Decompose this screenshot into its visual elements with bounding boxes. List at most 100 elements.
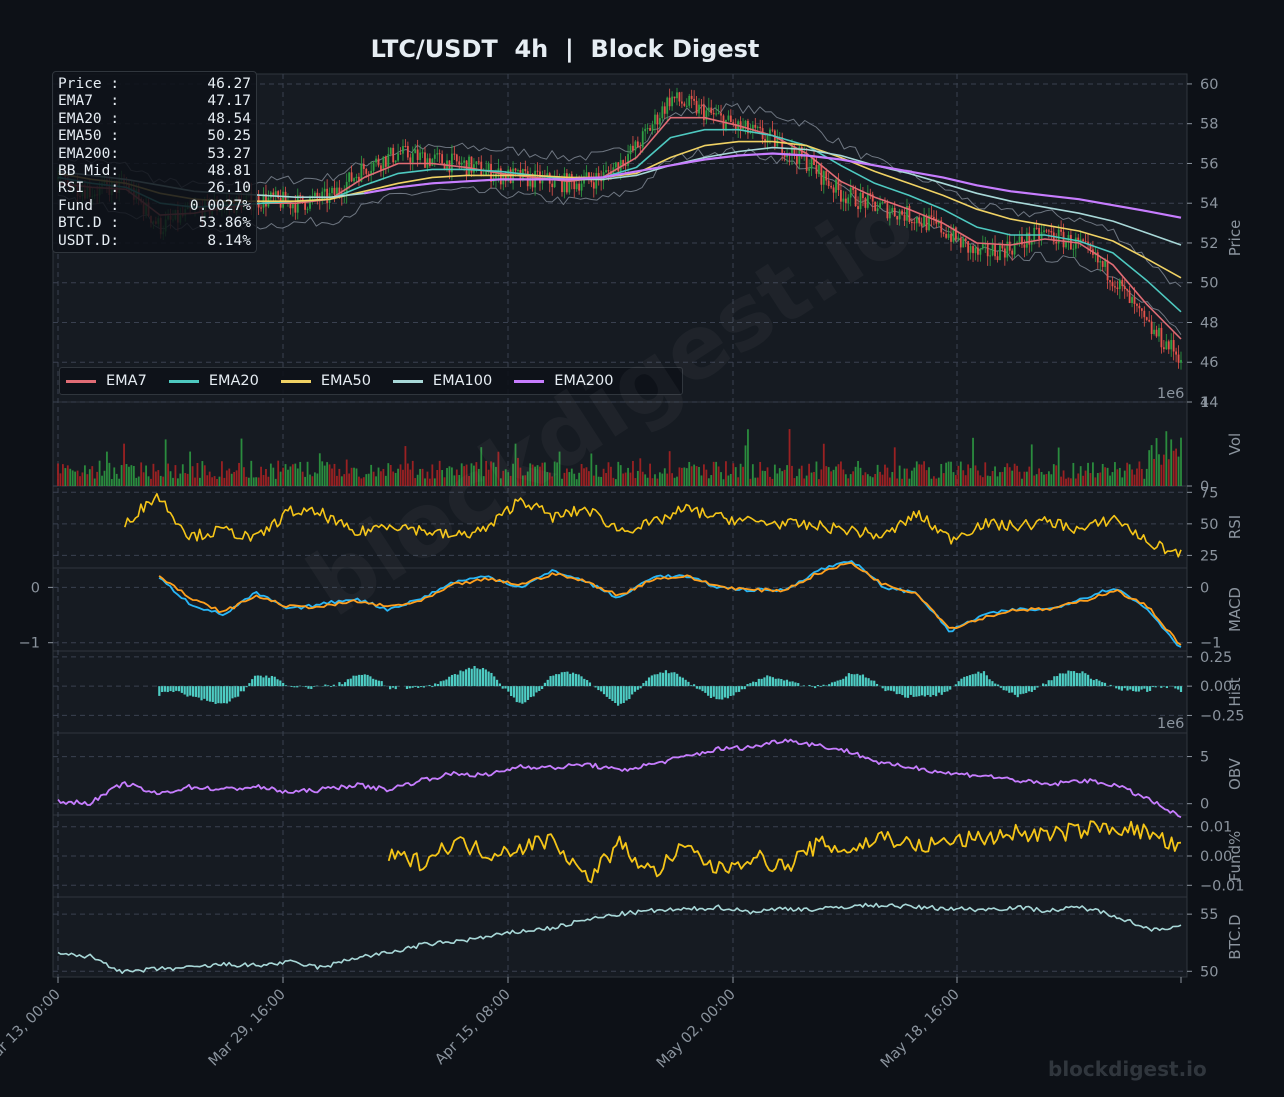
macd-hist-bar <box>614 686 617 704</box>
x-tick-label: Apr 15, 08:00 <box>432 987 513 1068</box>
volume-bar <box>1133 474 1136 486</box>
macd-hist-bar <box>766 675 769 687</box>
volume-bar <box>316 473 319 486</box>
macd-hist-bar <box>577 674 580 687</box>
macd-hist-bar <box>169 686 172 692</box>
macd-hist-bar <box>600 686 603 692</box>
macd-hist-bar <box>555 674 558 687</box>
legend-swatch <box>280 379 311 383</box>
macd-hist-bar <box>1033 686 1036 690</box>
volume-bar <box>490 461 492 486</box>
y-tick-label: 48 <box>1200 315 1218 331</box>
candle-body <box>1099 261 1102 263</box>
stat-row: BB Mid: 48.81 <box>58 163 251 180</box>
macd-hist-bar <box>495 679 499 687</box>
y-tick-label: 54 <box>1200 196 1218 212</box>
volume-bar <box>291 464 294 486</box>
macd-hist-bar <box>884 686 887 692</box>
candle-body <box>1111 281 1114 287</box>
volume-bar <box>803 478 806 486</box>
candle-body <box>309 197 311 209</box>
volume-bar <box>837 464 840 486</box>
candle-body <box>945 233 948 238</box>
volume-bar <box>411 460 414 486</box>
candle-body <box>1116 287 1119 290</box>
macd-hist-bar <box>161 686 164 693</box>
macd-hist-bar <box>535 686 538 693</box>
volume-bar <box>531 464 534 486</box>
volume-bar <box>421 468 424 486</box>
volume-bar <box>815 461 818 486</box>
macd-hist-bar <box>918 686 921 697</box>
y-axis-label: RSI <box>1226 515 1244 539</box>
candle-body <box>480 161 483 176</box>
candle-body <box>296 195 299 213</box>
candle-body <box>683 103 686 106</box>
volume-bar <box>106 451 108 486</box>
candle-body <box>612 167 615 177</box>
volume-bar <box>644 474 647 486</box>
candle-body <box>1131 297 1133 304</box>
volume-bar <box>727 475 730 486</box>
macd-hist-bar <box>234 686 237 698</box>
volume-bar <box>265 469 267 486</box>
macd-hist-bar <box>709 686 713 699</box>
macd-hist-bar <box>1056 676 1059 687</box>
candle-body <box>969 246 972 253</box>
macd-hist-bar <box>965 676 969 687</box>
volume-bar <box>223 477 226 486</box>
macd-hist-bar <box>470 668 473 687</box>
macd-hist-bar <box>414 686 417 687</box>
candle-body <box>717 113 720 115</box>
candle-body <box>451 153 453 173</box>
candle-body <box>981 243 984 249</box>
macd-hist-bar <box>538 686 541 691</box>
candle-body <box>336 187 338 195</box>
y-tick-label: 0.25 <box>1200 650 1232 666</box>
candle-body <box>771 129 774 131</box>
volume-bar <box>793 478 796 486</box>
macd-hist-bar <box>290 686 293 688</box>
volume-bar <box>250 460 253 486</box>
candle-body <box>499 168 502 185</box>
macd-hist-bar <box>200 686 203 701</box>
macd-hist-bar <box>1044 684 1048 687</box>
volume-bar <box>61 464 64 486</box>
candle-body <box>690 95 693 99</box>
y-tick-label: −1 <box>1200 636 1221 652</box>
stat-label: EMA200: <box>58 145 120 162</box>
macd-hist-bar <box>580 676 583 687</box>
volume-bar <box>458 475 461 486</box>
volume-bar <box>759 461 762 486</box>
macd-hist-bar <box>861 674 865 687</box>
volume-bar <box>521 475 524 486</box>
volume-bar <box>1089 473 1092 486</box>
macd-hist-bar <box>1151 686 1154 688</box>
macd-hist-bar <box>850 674 853 687</box>
candle-body <box>580 183 583 191</box>
macd-hist-bar <box>619 686 623 704</box>
volume-bar <box>874 473 877 486</box>
candle-body <box>289 201 292 209</box>
candle-body <box>568 174 571 193</box>
stat-value: 46.27 <box>207 76 251 92</box>
volume-bar <box>786 465 788 486</box>
candle-body <box>898 210 901 220</box>
macd-hist-bar <box>985 675 988 687</box>
candle-body <box>1170 340 1173 350</box>
candle-body <box>766 135 769 142</box>
candle-body <box>871 194 874 202</box>
macd-hist-bar <box>166 686 169 693</box>
macd-hist-bar <box>329 686 333 687</box>
stat-value: 26.10 <box>207 180 251 197</box>
candle-body <box>419 152 422 161</box>
macd-hist-bar <box>692 684 696 687</box>
candle-body <box>857 206 859 210</box>
volume-bar <box>159 475 162 486</box>
macd-hist-bar <box>695 686 698 689</box>
macd-hist-bar <box>327 685 330 687</box>
macd-hist-bar <box>1016 686 1019 698</box>
candle-body <box>1109 280 1111 282</box>
stat-label: RSI : <box>58 180 120 197</box>
macd-hist-bar <box>248 683 251 687</box>
